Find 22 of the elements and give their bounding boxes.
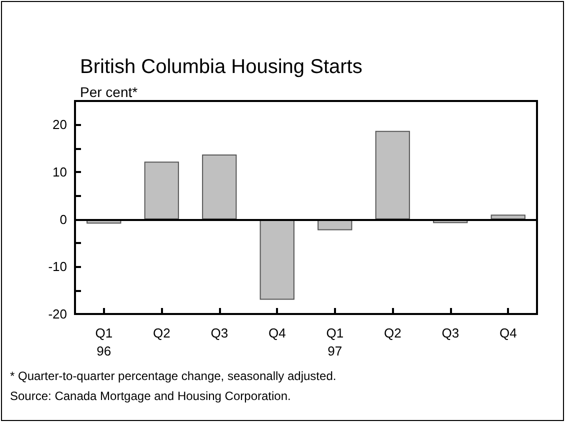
bar [144, 162, 179, 220]
source-note: Source: Canada Mortgage and Housing Corporation. [10, 389, 291, 403]
text: * Quarter-to-quarter percentage change, seasonally adjusted. [10, 369, 336, 383]
y-tick-label: -20 [48, 306, 67, 322]
bar [490, 214, 526, 220]
bar [375, 130, 410, 220]
y-tick-label: 0 [60, 212, 67, 227]
x-tick-label: Q1 96 [95, 326, 113, 358]
y-tick-label: 10 [52, 164, 67, 180]
y-axis-title: Per cent* [80, 84, 138, 100]
x-tick-label: Q4 [499, 326, 517, 340]
x-tick-label: Q2 [152, 326, 170, 340]
x-tick-label: Q2 [384, 326, 402, 340]
x-tick-label: Q3 [442, 326, 460, 340]
chart-title: British Columbia Housing Starts [80, 56, 362, 78]
bar [202, 154, 237, 220]
x-tick-label: Q4 [268, 326, 286, 340]
bar [260, 219, 294, 300]
y-tick-label: -10 [48, 259, 67, 274]
x-tick-label: Q1 97 [326, 326, 344, 358]
y-tick-label: 20 [52, 117, 67, 132]
x-tick-label: Q3 [210, 326, 228, 340]
